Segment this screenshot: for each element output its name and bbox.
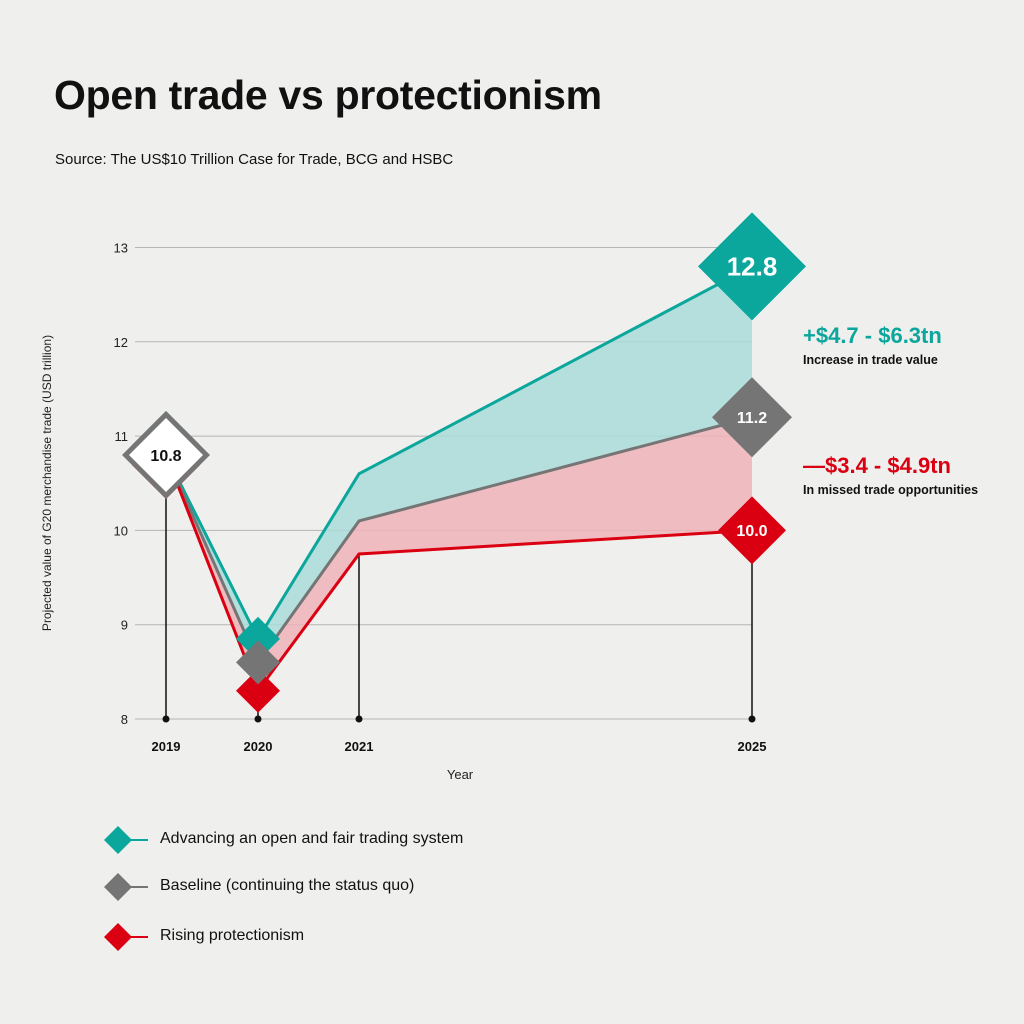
x-axis-label: Year [447,767,474,782]
y-axis-label: Projected value of G20 merchandise trade… [40,335,54,631]
annotation-missed: —$3.4 - $4.9tn In missed trade opportuni… [803,453,978,497]
data-label-2019: 10.8 [150,448,181,465]
x-tick-label: 2025 [738,739,767,754]
marker-2025-2 [718,496,786,565]
series-line-0 [164,265,753,642]
marker-2025-1 [712,377,792,458]
area-fill-0 [166,266,752,663]
annotation-increase-value: +$4.7 - $6.3tn [803,323,942,348]
marker-2020-1 [236,640,280,685]
year-dot [355,715,363,723]
teal-diamond-icon [104,826,148,854]
x-tick-label: 2020 [244,739,273,754]
red-diamond-icon [104,923,148,951]
y-tick-label: 10 [114,523,128,538]
year-dot [162,715,170,723]
y-tick-label: 13 [114,241,128,256]
y-tick-label: 8 [121,712,128,727]
legend-label: Advancing an open and fair trading syste… [160,830,464,847]
source-note: Source: The US$10 Trillion Case for Trad… [55,151,454,168]
y-tick-label: 11 [115,429,129,444]
legend-item-open-trade: Advancing an open and fair trading syste… [98,825,598,855]
marker-2025-0 [698,212,806,321]
gray-diamond-icon [104,873,148,901]
annotation-missed-value: —$3.4 - $4.9tn [803,453,951,478]
series-line-2 [164,454,753,694]
x-tick-label: 2019 [152,739,181,754]
legend-label: Baseline (continuing the status quo) [160,877,415,894]
legend-item-protectionism: Rising protectionism [98,922,598,952]
area-fill-1 [166,417,752,691]
legend-label: Rising protectionism [160,927,305,944]
data-label-2025: 10.0 [736,523,767,540]
x-tick-label: 2021 [345,739,374,754]
chart-title: Open trade vs protectionism [54,72,602,118]
y-tick-label: 12 [114,335,128,350]
y-tick-label: 9 [121,618,128,633]
data-label-2025: 12.8 [727,252,778,282]
annotation-missed-label: In missed trade opportunities [803,483,979,497]
marker-2020-2 [236,668,280,713]
series-line-1 [164,415,753,666]
legend-item-baseline: Baseline (continuing the status quo) [98,872,598,902]
year-dot [254,715,262,723]
annotation-increase: +$4.7 - $6.3tn Increase in trade value [803,323,942,367]
annotation-increase-label: Increase in trade value [803,353,938,367]
marker-2019-inner [129,417,203,492]
year-dot [748,715,756,723]
marker-2020-0 [236,616,280,661]
data-label-2025: 11.2 [737,410,767,427]
